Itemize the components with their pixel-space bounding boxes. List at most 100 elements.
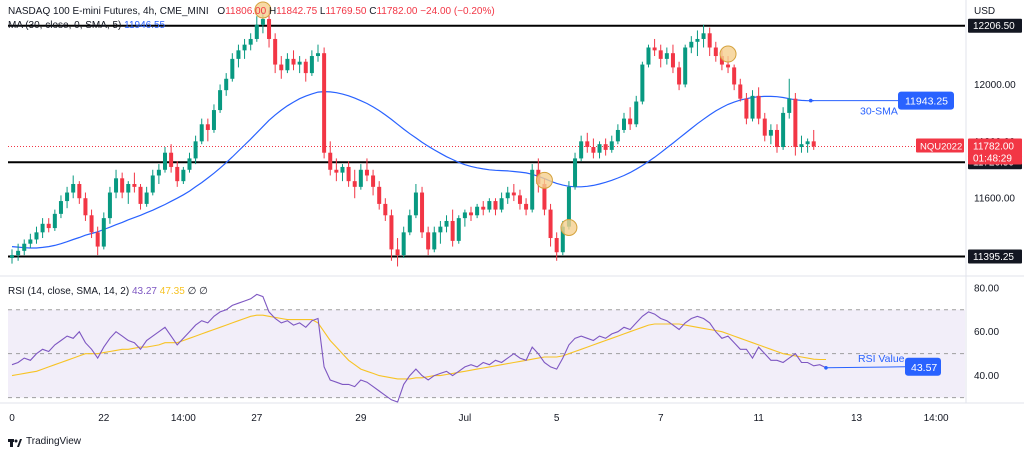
rsi-tick-label: 40.00 — [974, 371, 999, 382]
time-tick-label: 5 — [554, 413, 560, 424]
candle-body — [652, 47, 657, 51]
countdown-text: 01:48:29 — [973, 153, 1012, 164]
tradingview-logo: TradingView — [8, 436, 81, 447]
candle-body — [787, 98, 792, 113]
level-price-label: 12206.50 — [973, 21, 1015, 32]
candle-body — [511, 192, 516, 196]
price-tick-label: 11600.00 — [974, 194, 1015, 205]
candle-body — [211, 110, 216, 130]
candle-body — [726, 64, 731, 68]
candle-body — [683, 47, 688, 85]
candle-body — [187, 158, 192, 170]
candle-body — [640, 64, 645, 102]
candle-body — [670, 53, 675, 68]
candle-body — [756, 95, 761, 119]
candle-body — [205, 124, 210, 130]
candle-body — [16, 250, 21, 256]
candle-body — [383, 203, 388, 216]
candle-body — [236, 50, 241, 59]
candle-body — [505, 192, 510, 199]
candle-body — [303, 61, 308, 74]
candle-body — [65, 192, 70, 202]
sma-value-box — [898, 91, 954, 110]
candle-body — [218, 90, 223, 111]
level-price-label: 11395.25 — [973, 252, 1014, 263]
candle-body — [615, 129, 620, 142]
candle-body — [701, 33, 706, 39]
candle-body — [181, 169, 186, 182]
candle-body — [413, 192, 418, 216]
candle-body — [83, 198, 88, 216]
candle-body — [548, 209, 553, 239]
candle-body — [634, 101, 639, 125]
level-price-badge — [968, 18, 1022, 33]
last-price-badge — [968, 138, 1022, 165]
candle-body — [609, 141, 614, 150]
time-tick-label: Jul — [458, 413, 471, 424]
candle-body — [499, 198, 504, 210]
candle-body — [407, 215, 412, 233]
candle-body — [462, 212, 467, 219]
candle-body — [713, 47, 718, 57]
rsi-tick-label: 80.00 — [974, 283, 999, 294]
candle-body — [71, 184, 76, 193]
candle-body — [469, 212, 473, 216]
candle-body — [144, 192, 149, 204]
candle-body — [242, 44, 247, 51]
candle-body — [95, 232, 100, 247]
candle-body — [224, 78, 229, 91]
candle-body — [132, 184, 137, 187]
axes: 11600.0011800.0012000.0012200.0012206.50… — [0, 0, 1024, 424]
rsi-band-fill — [8, 309, 965, 398]
tradingview-brand: TradingView — [26, 436, 82, 447]
candle-body — [438, 226, 443, 233]
candle-body — [530, 169, 535, 210]
symbol-badge — [916, 138, 964, 153]
rsi-pointer-line — [825, 366, 906, 369]
symbol-title: NASDAQ 100 E-mini Futures, 4h, CME_MINI — [8, 6, 209, 17]
candle-body — [199, 124, 204, 142]
candle-body — [377, 186, 382, 204]
candle-body — [744, 98, 749, 119]
time-tick-label: 27 — [251, 413, 263, 424]
candle-body — [689, 41, 694, 48]
candle-body — [316, 53, 320, 57]
time-tick-label: 11 — [753, 413, 764, 424]
candle-body — [487, 201, 492, 210]
candle-body — [352, 181, 357, 187]
candle-body — [285, 58, 290, 71]
rsi-value-text: 43.57 — [911, 362, 937, 374]
currency-label: USD — [974, 6, 996, 17]
candle-body — [248, 38, 253, 45]
candle-body — [646, 47, 651, 65]
candle-body — [738, 84, 743, 99]
candle-body — [120, 178, 125, 193]
candle-body — [707, 33, 712, 48]
ohlc-values: O11806.00 H11842.75 L11769.50 C11782.00 … — [217, 6, 495, 17]
change-value: −24.00 (−0.20%) — [420, 6, 495, 17]
candle-body — [260, 19, 265, 25]
candle-body — [267, 19, 272, 39]
rsi-pane: RSI Value 43.57 — [8, 293, 965, 403]
candle-body — [560, 226, 565, 253]
candle-body — [309, 56, 314, 74]
candle-body — [58, 201, 63, 214]
rsi-line — [11, 293, 827, 403]
time-tick-label: 7 — [658, 413, 664, 424]
candle-body — [420, 192, 425, 233]
candle-body — [732, 67, 737, 85]
candle-body — [163, 152, 167, 170]
high-value: 11842.75 — [276, 6, 318, 17]
candle-body — [334, 169, 339, 173]
candle-body — [597, 144, 602, 153]
sma-pointer-dot — [808, 98, 813, 103]
rsi-ma-line — [11, 314, 826, 380]
candle-body — [677, 67, 682, 85]
candle-body — [28, 239, 33, 244]
candle-body — [566, 186, 571, 227]
sma-value-text: 11943.25 — [905, 96, 948, 108]
candle-body — [475, 206, 480, 216]
candle-body — [432, 232, 437, 250]
candle-body — [658, 50, 663, 59]
candle-body — [579, 141, 584, 159]
